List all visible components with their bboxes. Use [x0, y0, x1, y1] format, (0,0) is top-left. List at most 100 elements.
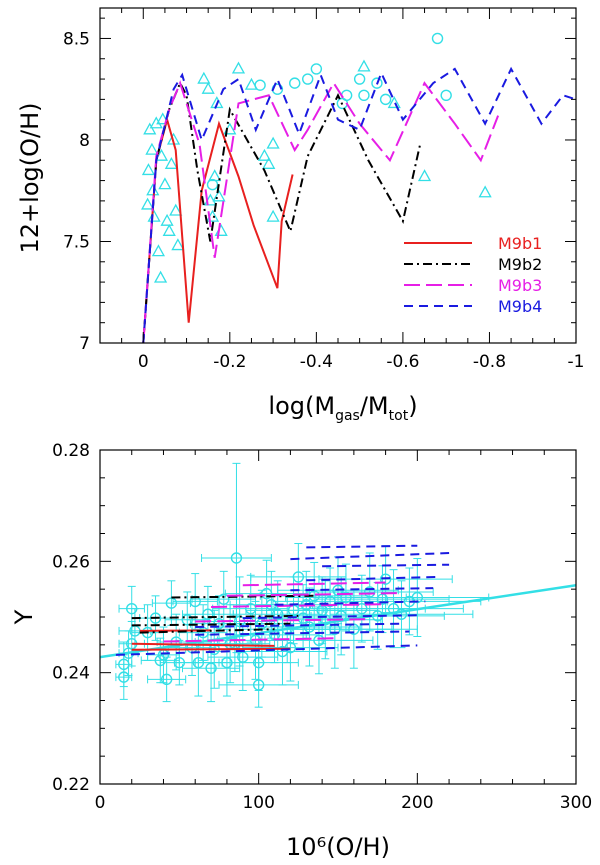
observation-triangle [151, 244, 166, 257]
x-tick-label: 100 [242, 793, 274, 813]
observation-circle [230, 552, 243, 564]
model-track-m9b4 [195, 630, 410, 636]
y-tick-label: 0.28 [52, 441, 90, 461]
y-tick-label: 7 [79, 334, 90, 354]
observation-point [264, 606, 374, 675]
observation-triangle [478, 185, 492, 198]
x-axis-label-mid: /M [360, 392, 389, 420]
model-track-m9b2 [131, 622, 291, 627]
x-tick-label: 300 [560, 793, 592, 813]
x-axis-label-main: log(M [268, 392, 335, 420]
observation-circle [289, 77, 301, 89]
tick-marks [99, 8, 577, 344]
tick-labels: 0 -0.2 -0.4 -0.6 -0.8 -1 7 7.5 8 8.5 [63, 29, 585, 372]
observation-circle [302, 73, 314, 85]
observation-triangle [149, 116, 163, 129]
series-line-m9b2 [142, 80, 422, 344]
model-track-m9b4 [290, 587, 434, 592]
model-track-m9b4 [195, 622, 402, 628]
observation-point [115, 654, 133, 700]
x-tick-label: -0.4 [300, 352, 333, 372]
model-series-layer [142, 66, 577, 344]
x-tick-label: 200 [401, 793, 433, 813]
observation-circle [297, 612, 309, 624]
observation-circle [340, 89, 353, 102]
model-track-m9b1 [131, 647, 291, 651]
observations-layer [141, 32, 492, 283]
observation-triangle [244, 77, 259, 90]
model-track-m9b2 [171, 594, 315, 599]
observation-triangle [417, 169, 432, 182]
chart-helium-vs-oxygen: 0 100 200 300 0.22 0.24 0.26 0.28 Y 10⁶(O/H) [10, 441, 592, 861]
observation-triangle [162, 223, 176, 236]
y-axis-label: 12+log(O/H) [16, 103, 44, 254]
y-tick-label: 0.24 [52, 664, 90, 684]
legend-label-m9b3: M9b3 [498, 276, 542, 295]
observation-circle [364, 586, 376, 598]
x-axis-label: 10⁶(O/H) [286, 833, 390, 861]
observation-point [250, 543, 347, 611]
observation-triangle [158, 177, 172, 190]
observation-triangle [153, 270, 168, 283]
x-axis-label-end: ) [408, 392, 417, 420]
x-axis-label: log(Mgas/Mtot) [268, 392, 417, 424]
model-track-m9b4 [306, 575, 442, 582]
model-track-m9b2 [139, 628, 275, 634]
legend-label-m9b2: M9b2 [498, 255, 542, 274]
observation-circle [395, 608, 408, 620]
observation-point [118, 585, 145, 632]
observation-triangle [212, 189, 226, 202]
model-track-m9b3 [211, 603, 386, 608]
observation-point [147, 656, 187, 703]
observation-triangle [208, 169, 222, 182]
model-track-m9b1 [131, 642, 275, 647]
observation-circle [440, 89, 452, 102]
tick-marks [99, 449, 577, 785]
y-tick-label: 0.26 [52, 552, 90, 572]
observation-point [167, 619, 217, 676]
observation-triangle [266, 136, 280, 149]
chart-metallicity-vs-gas-fraction: 0 -0.2 -0.4 -0.6 -0.8 -177.588.5 12+log(O/H) … [16, 7, 585, 424]
model-tracks-layer [99, 544, 577, 659]
model-track-m9b4 [115, 644, 418, 656]
observation-circle [292, 571, 305, 583]
observation-point [329, 580, 474, 649]
observation-point [147, 626, 180, 684]
observation-circle [160, 673, 173, 686]
y-tick-label: 0.22 [52, 775, 90, 795]
observation-circle [379, 93, 392, 106]
observation-circle [353, 73, 366, 85]
series-line-m9b3 [142, 80, 500, 344]
y-axis-label: Y [10, 609, 38, 625]
observation-circle [252, 656, 265, 669]
observation-circle [206, 178, 219, 191]
observation-triangle [141, 163, 156, 176]
series-line-m9b4 [142, 66, 577, 344]
observation-triangle [154, 148, 169, 161]
observation-point [323, 569, 464, 649]
observation-triangle [387, 96, 401, 109]
model-track-m9b3 [226, 592, 402, 597]
observation-triangle [231, 61, 246, 74]
observation-circle [237, 651, 249, 663]
model-track-m9b3 [195, 618, 370, 623]
observation-circle [310, 63, 323, 75]
observation-triangle [169, 203, 183, 216]
observation-triangle [146, 183, 160, 196]
model-track-m9b3 [163, 637, 339, 643]
y-tick-label: 8 [79, 131, 90, 151]
x-tick-label: -0.2 [213, 352, 246, 372]
observation-point [337, 567, 482, 636]
observation-triangle [214, 223, 228, 236]
observation-circle [149, 612, 162, 624]
observation-triangle [164, 156, 178, 169]
observation-triangle [357, 59, 371, 72]
observation-triangle [210, 96, 224, 109]
legend: M9b1 M9b2 M9b3 M9b4 [404, 234, 542, 316]
legend-label-m9b4: M9b4 [498, 297, 542, 316]
y-tick-label: 8.5 [63, 29, 90, 49]
observation-triangle [143, 122, 157, 135]
model-track-m9b3 [242, 581, 386, 587]
observation-circle [205, 662, 217, 674]
